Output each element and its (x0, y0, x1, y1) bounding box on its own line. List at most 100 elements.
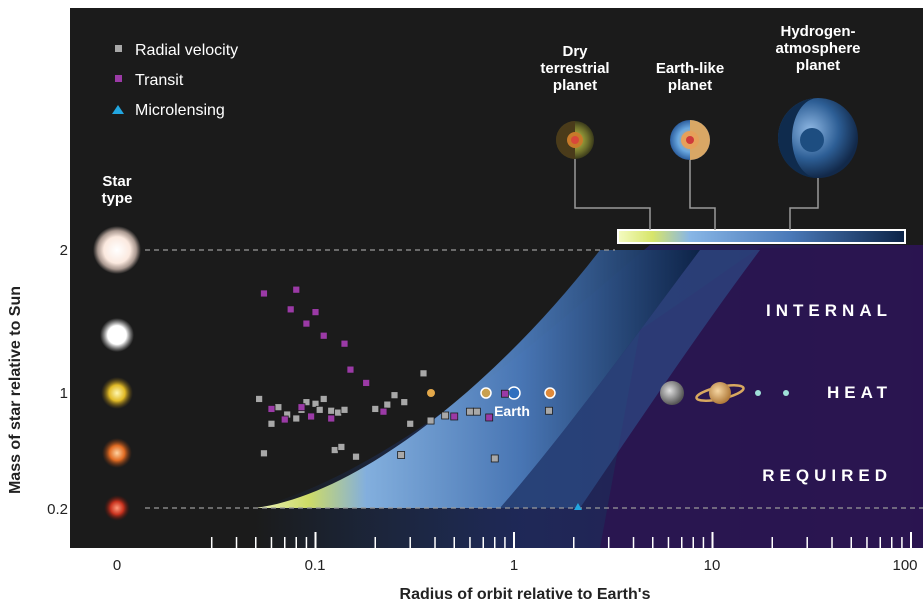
jupiter-icon (660, 381, 684, 405)
legend-marker-radial-velocity (115, 45, 122, 52)
x-tick-label-1: 1 (510, 557, 518, 574)
star-type-label-line2: type (102, 190, 133, 207)
point-radial-velocity-26 (466, 407, 474, 416)
region-label-required: REQUIRED (762, 466, 892, 485)
point-transit-0 (260, 289, 268, 298)
point-radial-velocity-25 (441, 411, 450, 420)
point-radial-velocity-23 (419, 369, 428, 378)
point-transit-9 (319, 331, 328, 340)
legend: Radial velocity Transit Microlensing (112, 42, 238, 119)
point-radial-velocity-16 (352, 452, 360, 461)
point-transit-14 (379, 407, 388, 416)
hydro-title-line1: Hydrogen- (781, 23, 856, 40)
point-transit-4 (292, 285, 301, 294)
point-radial-velocity-27 (472, 407, 481, 416)
uranus-icon (755, 390, 761, 396)
point-radial-velocity-3 (274, 403, 283, 412)
legend-label-radial-velocity: Radial velocity (135, 42, 238, 59)
point-radial-velocity-15 (340, 405, 349, 414)
solar-system-planets (427, 381, 789, 405)
point-radial-velocity-5 (292, 414, 301, 423)
point-transit-11 (340, 339, 349, 348)
point-radial-velocity-1 (260, 449, 268, 458)
point-transit-17 (450, 412, 459, 421)
point-radial-velocity-29 (545, 406, 553, 415)
point-radial-velocity-17 (371, 405, 380, 413)
region-label-internal: INTERNAL (766, 301, 892, 320)
point-transit-10 (327, 414, 336, 423)
x-tick-label-0: 0 (113, 557, 121, 574)
point-transit-2 (280, 415, 289, 424)
point-transit-6 (302, 319, 311, 328)
earthlike-title-line1: Earth-like (656, 60, 724, 77)
hydro-title-line3: planet (796, 57, 840, 74)
dry-terrestrial-planet-icon (556, 121, 594, 159)
point-radial-velocity-21 (400, 398, 409, 407)
habitable-band (255, 250, 700, 508)
point-transit-7 (307, 412, 315, 421)
point-radial-velocity-11 (327, 406, 336, 415)
point-microlensing-0 (573, 503, 582, 510)
star-icon-yellow (101, 377, 133, 409)
x-axis-label: Radius of orbit relative to Earth's (400, 586, 651, 603)
earth-like-planet-icon (670, 120, 710, 160)
dry-title-line2: terrestrial (540, 60, 609, 77)
neptune-icon (783, 390, 789, 396)
dry-title-line1: Dry (562, 43, 588, 60)
y-tick-label-0.2: 0.2 (47, 501, 68, 518)
mars-icon (544, 387, 556, 399)
earth-icon (507, 386, 521, 400)
planet-type-connectors (574, 158, 819, 230)
point-radial-velocity-8 (311, 399, 320, 408)
star-icon-white (100, 318, 134, 352)
point-transit-1 (267, 405, 276, 413)
point-transit-15 (501, 389, 509, 398)
earthlike-title-line2: planet (668, 77, 712, 94)
point-radial-velocity-22 (406, 419, 415, 428)
saturn-icon (695, 382, 745, 404)
point-transit-5 (297, 403, 306, 412)
planet-type-scale-bar (617, 229, 906, 244)
star-icon-red (104, 495, 130, 521)
venus-icon (480, 387, 492, 399)
legend-label-microlensing: Microlensing (135, 102, 225, 119)
point-radial-velocity-18 (383, 400, 392, 409)
dry-title-line3: planet (553, 77, 597, 94)
hydrogen-atmosphere-planet-icon (778, 98, 858, 178)
point-transit-16 (485, 413, 494, 422)
point-radial-velocity-13 (334, 408, 343, 417)
hydro-title-line2: atmosphere (775, 40, 860, 57)
point-transit-13 (362, 379, 371, 387)
data-points (255, 285, 582, 510)
habitable-band-outer (500, 250, 760, 508)
point-radial-velocity-12 (330, 446, 339, 454)
point-radial-velocity-19 (397, 451, 406, 459)
point-radial-velocity-14 (337, 443, 346, 451)
earth-label: Earth (494, 403, 530, 419)
point-radial-velocity-20 (390, 391, 399, 400)
point-radial-velocity-24 (426, 416, 435, 425)
star-type-label-line1: Star (102, 173, 131, 190)
x-tick-label-0.1: 0.1 (305, 557, 326, 574)
point-transit-12 (346, 365, 355, 374)
star-icon-white-large (93, 226, 141, 274)
legend-label-transit: Transit (135, 72, 184, 89)
point-radial-velocity-0 (255, 395, 264, 403)
region-label-heat: HEAT (827, 383, 892, 402)
point-transit-3 (286, 305, 295, 314)
star-icon-orange (102, 438, 132, 468)
point-radial-velocity-9 (315, 405, 324, 414)
y-axis-label: Mass of star relative to Sun (7, 286, 24, 494)
mercury-icon (427, 389, 435, 397)
y-tick-label-2: 2 (60, 242, 68, 259)
x-axis-ticks (210, 532, 912, 548)
x-tick-label-10: 10 (704, 557, 721, 574)
y-tick-label-1: 1 (60, 385, 68, 402)
x-tick-label-100: 100 (892, 557, 917, 574)
point-radial-velocity-2 (267, 419, 276, 428)
legend-marker-microlensing (112, 105, 124, 114)
point-radial-velocity-10 (319, 395, 328, 403)
legend-marker-transit (115, 75, 122, 82)
point-radial-velocity-7 (302, 398, 311, 407)
